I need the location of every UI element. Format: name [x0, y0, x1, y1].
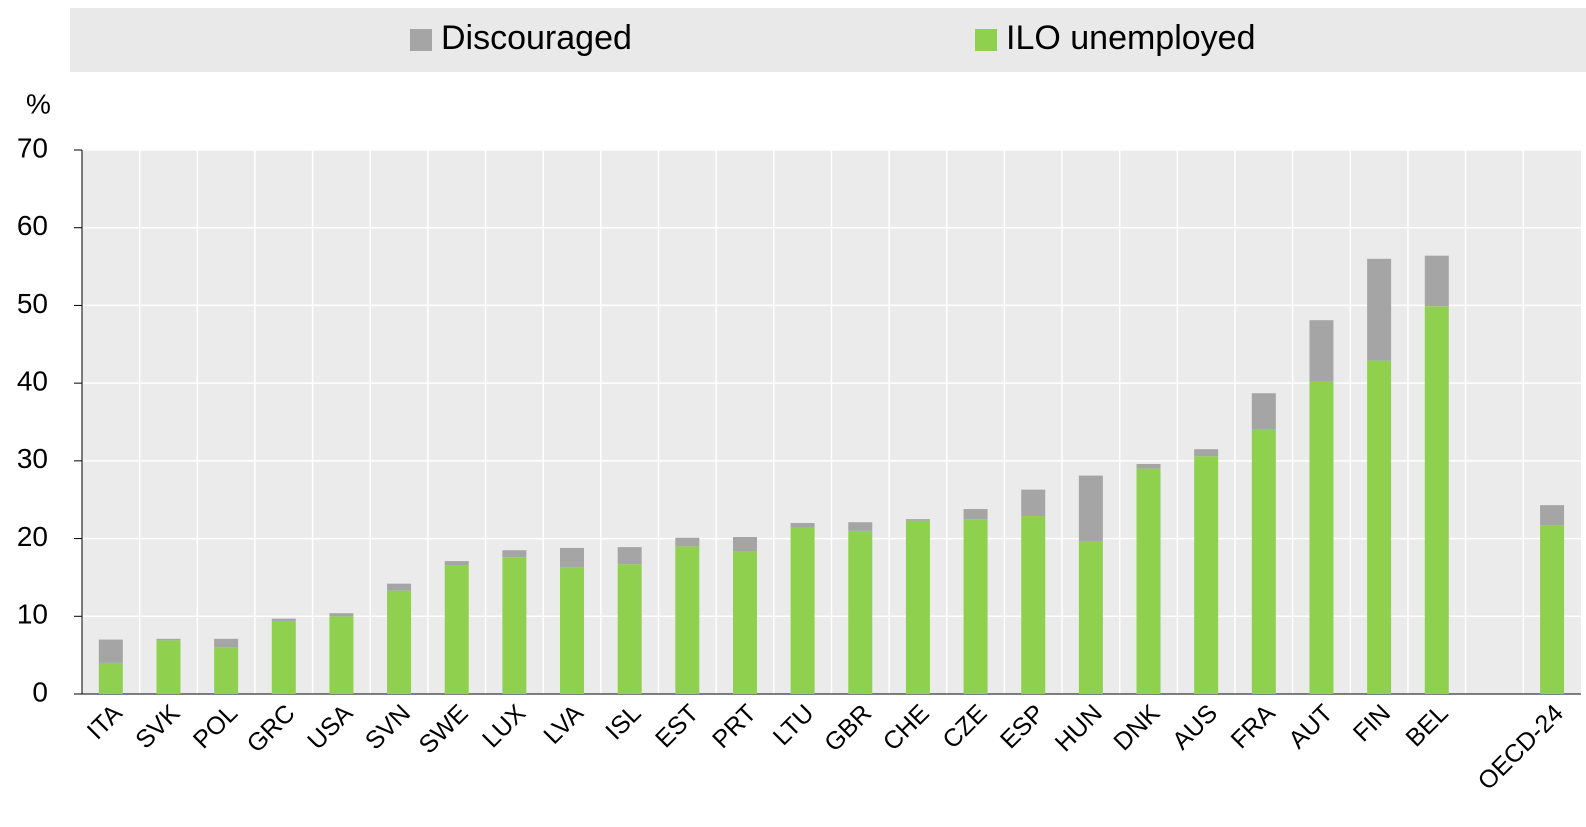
legend-swatch — [975, 29, 997, 51]
y-axis-label: % — [26, 88, 51, 119]
bar-segment — [790, 523, 815, 528]
y-tick-label: 50 — [17, 288, 48, 319]
bar-segment — [387, 590, 412, 694]
bar-segment — [675, 537, 700, 547]
bar-segment — [98, 662, 123, 694]
x-tick-label: USA — [302, 699, 358, 755]
bar-segment — [905, 519, 930, 521]
bar-segment — [1309, 381, 1334, 694]
x-tick-label: BEL — [1400, 699, 1453, 752]
bar-segment — [732, 537, 757, 552]
bar-segment — [1424, 306, 1449, 694]
bar-segment — [790, 527, 815, 694]
bar-segment — [963, 519, 988, 694]
y-tick-label: 0 — [32, 676, 48, 707]
bar-segment — [617, 547, 642, 565]
x-tick-label: AUT — [1283, 699, 1338, 754]
legend-label: ILO unemployed — [1006, 19, 1256, 57]
bar-segment — [98, 639, 123, 663]
bar-segment — [1136, 468, 1161, 694]
x-tick-label: FRA — [1226, 699, 1281, 754]
bar-segment — [1367, 258, 1392, 361]
bar-segment — [1021, 489, 1046, 517]
bar-segment — [1078, 475, 1103, 542]
bar-segment — [848, 530, 873, 694]
x-tick-label: PRT — [707, 699, 762, 754]
x-tick-label: ISL — [600, 699, 646, 745]
x-tick-label: CZE — [937, 699, 992, 754]
bar-segment — [444, 564, 469, 694]
bar-segment — [1251, 393, 1276, 429]
legend-swatch — [410, 29, 432, 51]
x-tick-label: HUN — [1050, 699, 1108, 757]
bar-segment — [560, 567, 585, 694]
x-tick-label: CHE — [878, 699, 935, 756]
x-tick-label: SWE — [414, 699, 474, 759]
bar-segment — [156, 640, 181, 694]
y-tick-label: 40 — [17, 366, 48, 397]
bar-segment — [617, 564, 642, 694]
y-tick-label: 20 — [17, 521, 48, 552]
bar-segment — [560, 547, 585, 568]
x-tick-label: EST — [650, 699, 704, 753]
y-tick-label: 30 — [17, 443, 48, 474]
bar-segment — [1367, 360, 1392, 694]
x-tick-label: LVA — [538, 699, 589, 750]
bar-segment — [732, 551, 757, 694]
legend-label: Discouraged — [441, 19, 632, 57]
x-tick-label: ESP — [995, 699, 1050, 754]
x-tick-label: SVK — [130, 699, 185, 754]
x-tick-label: OECD-24 — [1473, 699, 1569, 795]
bar-segment — [675, 546, 700, 694]
legend-box — [70, 8, 1586, 72]
bar-segment — [502, 550, 527, 558]
x-tick-label: FIN — [1348, 699, 1396, 747]
y-tick-label: 10 — [17, 599, 48, 630]
bar-segment — [156, 638, 181, 641]
bar-segment — [848, 522, 873, 531]
x-tick-label: GRC — [242, 699, 301, 758]
bar-segment — [1194, 449, 1219, 457]
bar-segment — [963, 509, 988, 520]
x-tick-label: SVN — [360, 699, 416, 755]
x-tick-label: ITA — [82, 699, 128, 745]
bar-segment — [905, 520, 930, 694]
bar-segment — [271, 620, 296, 694]
bar-segment — [1540, 505, 1565, 526]
bar-segment — [214, 638, 239, 648]
x-tick-label: POL — [188, 699, 243, 754]
bar-segment — [1309, 320, 1334, 382]
bar-segment — [1194, 456, 1219, 694]
x-tick-label: AUS — [1167, 699, 1223, 755]
bar-segment — [444, 561, 469, 565]
bar-segment — [1136, 463, 1161, 469]
y-tick-label: 60 — [17, 210, 48, 241]
x-tick-label: GBR — [819, 699, 877, 757]
x-tick-label: LTU — [768, 699, 820, 751]
bar-segment — [1540, 525, 1565, 694]
bar-segment — [329, 613, 354, 617]
bar-segment — [1021, 516, 1046, 694]
bar-segment — [1078, 541, 1103, 694]
x-tick-label: LUX — [477, 699, 531, 753]
y-tick-label: 70 — [17, 132, 48, 163]
bar-segment — [214, 647, 239, 694]
bar-segment — [1251, 428, 1276, 694]
bar-segment — [502, 557, 527, 694]
bar-segment — [1424, 255, 1449, 307]
x-tick-label: DNK — [1108, 699, 1165, 756]
bar-segment — [329, 616, 354, 694]
bar-segment — [271, 618, 296, 621]
bar-segment — [387, 583, 412, 591]
